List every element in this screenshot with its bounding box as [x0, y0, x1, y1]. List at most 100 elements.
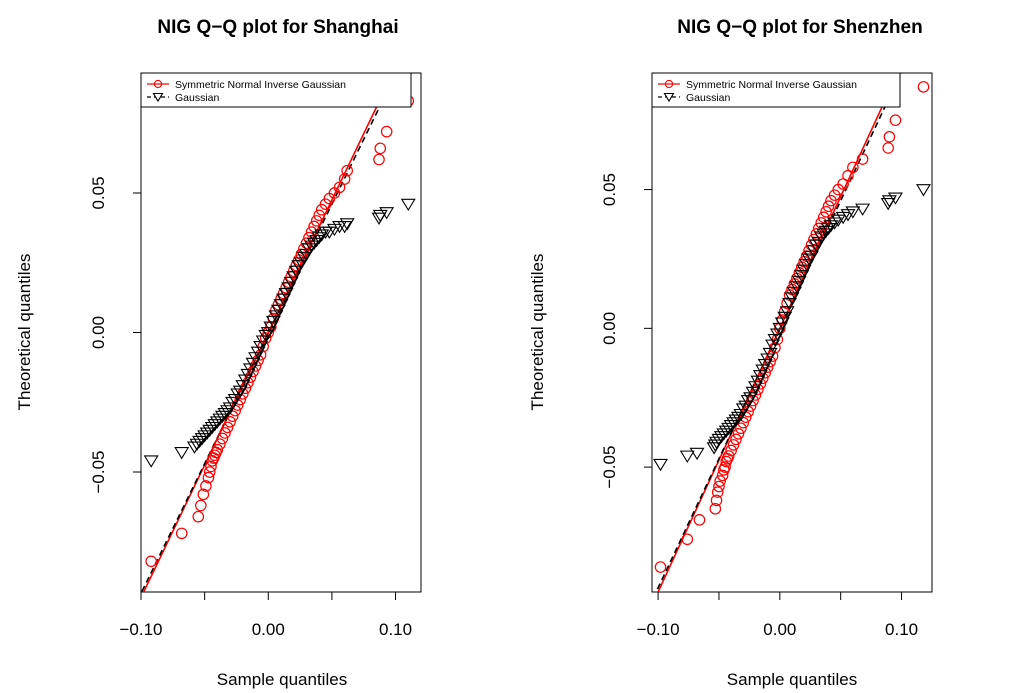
nig-point: [812, 222, 825, 235]
nig-point: [716, 469, 729, 482]
gaussian-point: [291, 260, 307, 273]
gaussian-point: [721, 422, 737, 436]
gaussian-point: [143, 455, 159, 468]
gaussian-point: [821, 222, 836, 236]
gaussian-point: [794, 270, 810, 283]
nig-point: [214, 438, 226, 450]
y-axis-label: Theoretical quantiles: [528, 254, 547, 411]
nig-point: [820, 205, 832, 218]
nig-point: [175, 527, 188, 540]
nig-point: [244, 371, 257, 383]
legend-box: [651, 72, 901, 108]
shanghai-qq-panel: NIG Q−Q plot for Shanghai Sample quantil…: [15, 17, 422, 689]
nig-point: [752, 383, 764, 396]
gaussian-point: [767, 334, 783, 347]
nig-point: [239, 382, 252, 395]
nig-point: [203, 466, 216, 478]
nig-point: [711, 486, 724, 498]
gaussian-point: [207, 419, 223, 432]
gaussian-point: [789, 281, 805, 294]
gaussian-point: [718, 425, 734, 438]
gaussian-point: [772, 322, 788, 336]
gaussian-point: [202, 424, 218, 438]
nig-point: [310, 215, 323, 227]
gaussian-point: [881, 195, 897, 208]
gaussian-point: [301, 243, 317, 256]
nig-point: [224, 415, 236, 428]
nig-point: [341, 164, 353, 177]
nig-point: [693, 514, 706, 526]
nig-point: [822, 200, 835, 213]
gaussian-point: [400, 198, 416, 212]
gaussian-point: [743, 392, 759, 405]
nig-point: [380, 125, 393, 138]
legend-label-nig: Symmetric Normal Inverse Gaussian: [686, 79, 857, 91]
nig-point: [883, 131, 896, 143]
nig-point: [759, 366, 772, 379]
nig-point: [195, 499, 207, 512]
nig-point: [300, 237, 313, 250]
gaussian-point: [314, 229, 330, 242]
gaussian-point: [811, 236, 827, 250]
chart-title: NIG Q−Q plot for Shanghai: [157, 17, 398, 38]
gaussian-point: [813, 231, 829, 244]
gaussian-point: [750, 375, 766, 388]
nig-point: [764, 355, 776, 368]
nig-point: [249, 360, 262, 372]
legend-box: [140, 72, 412, 108]
nig-point: [727, 439, 740, 451]
y-tick-label: −0.05: [89, 451, 108, 494]
gaussian-point: [855, 203, 871, 216]
gaussian-point: [782, 297, 798, 311]
gaussian-point: [730, 411, 746, 425]
nig-point: [333, 181, 346, 194]
nig-point: [714, 475, 726, 487]
nig-point: [192, 510, 205, 523]
gaussian-point: [258, 329, 274, 343]
gaussian-point: [689, 447, 705, 461]
gaussian-point: [774, 317, 790, 330]
chart-title: NIG Q−Q plot for Shenzhen: [677, 17, 922, 38]
legend-label-nig: Symmetric Normal Inverse Gaussian: [175, 79, 346, 91]
gaussian-point: [777, 311, 793, 325]
gaussian-point: [728, 414, 744, 427]
gaussian-point: [738, 400, 754, 413]
gaussian-point: [762, 347, 778, 361]
x-tick-label: 0.00: [252, 620, 285, 639]
gaussian-point: [194, 433, 210, 446]
gaussian-point: [726, 417, 742, 430]
gaussian-point: [786, 286, 802, 300]
plot-frame: [140, 72, 422, 593]
gaussian-point: [796, 264, 812, 277]
gaussian-point: [784, 292, 800, 305]
nig-point: [847, 161, 859, 174]
nig-point: [735, 422, 747, 435]
x-axis-label: Sample quantiles: [217, 670, 347, 689]
nig-point: [709, 502, 722, 515]
gaussian-point: [806, 245, 822, 258]
gaussian-point: [804, 250, 819, 264]
nig-point: [817, 211, 830, 224]
gaussian-point: [888, 192, 903, 205]
nig-point: [313, 209, 325, 222]
legend-marker-gaussian: [663, 92, 675, 103]
nig-point: [242, 376, 254, 389]
nig-point: [247, 365, 259, 378]
gaussian-point: [306, 237, 322, 251]
y-tick-label: 0.00: [600, 312, 619, 345]
x-tick-label: −0.10: [637, 620, 680, 639]
nig-point: [252, 354, 264, 367]
nig-point: [856, 153, 869, 165]
gaussian-point: [209, 416, 225, 429]
gaussian-point: [791, 275, 807, 289]
nig-point: [756, 372, 769, 385]
x-tick-label: 0.10: [379, 620, 412, 639]
x-tick-label: 0.10: [885, 620, 918, 639]
nig-point: [719, 461, 731, 473]
shenzhen-qq-panel: NIG Q−Q plot for Shenzhen Sample quantil…: [528, 17, 933, 689]
data-layer: [141, 73, 416, 592]
gaussian-point: [379, 207, 395, 220]
gaussian-point: [174, 447, 190, 460]
gaussian-point: [225, 396, 241, 410]
nig-point: [219, 427, 231, 439]
